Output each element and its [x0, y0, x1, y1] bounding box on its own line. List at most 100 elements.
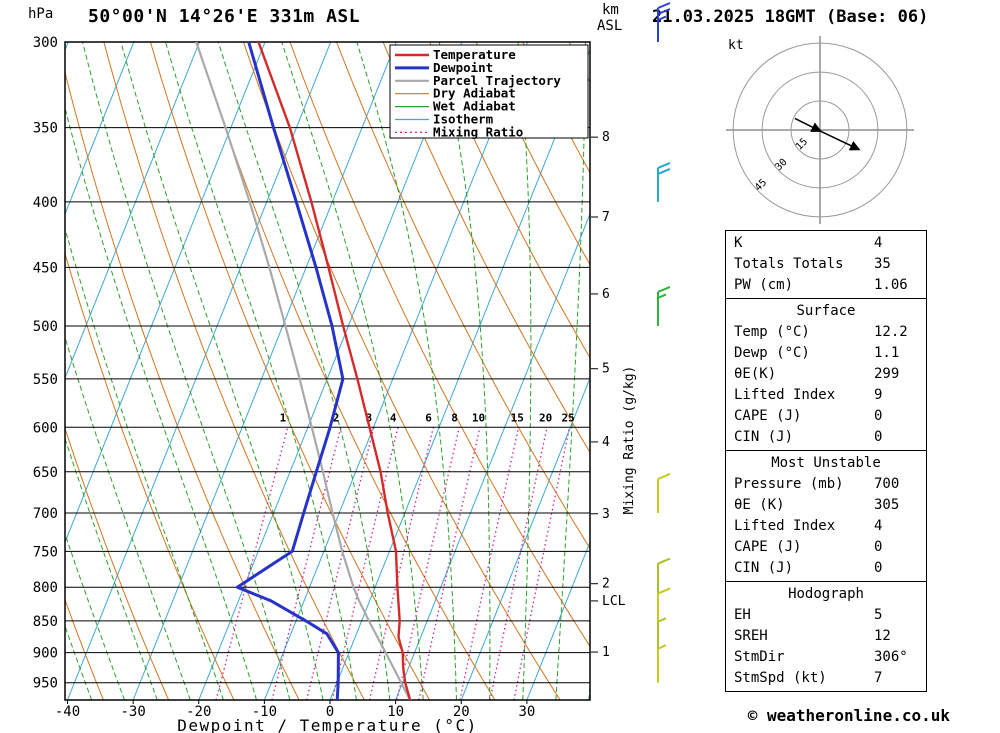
- wind-barb: [657, 286, 671, 326]
- lcl-label: LCL: [602, 594, 626, 609]
- stats-value: 1.06: [874, 277, 908, 293]
- skewt-chart: 1 2 3 4 6 8 10 15 20 2530035040045050055060065070…: [33, 2, 671, 733]
- stats-row: StmDir 306°: [726, 647, 926, 668]
- legend-label: Dry Adiabat: [433, 86, 516, 101]
- stats-value: 305: [874, 497, 900, 513]
- svg-text:1: 1: [280, 411, 287, 424]
- svg-text:0: 0: [326, 704, 334, 720]
- stats-table: K 4 Totals Totals 35 PW (cm) 1.06 Surface Temp …: [725, 230, 927, 692]
- hodograph-ring-label: 30: [773, 157, 789, 173]
- stats-value: 12: [874, 628, 891, 644]
- altitude-axis-unit-asl: ASL: [597, 18, 623, 34]
- mixing-ratio-axis-label: Mixing Ratio (g/kg): [622, 366, 637, 515]
- stats-label: StmSpd (kt): [734, 670, 827, 686]
- stats-value: 35: [874, 256, 891, 272]
- hodograph-ring-label: 45: [753, 177, 769, 193]
- legend-label: Parcel Trajectory: [433, 73, 561, 88]
- stats-section-header: Hodograph: [788, 586, 864, 602]
- stats-label: Temp (°C): [734, 324, 810, 340]
- svg-text:5: 5: [602, 362, 610, 377]
- stats-label: CIN (J): [734, 429, 794, 445]
- stats-label: CAPE (J): [734, 408, 802, 424]
- wind-barb: [657, 161, 671, 202]
- altitude-axis-unit-km: km: [602, 2, 619, 18]
- stats-section: K 4 Totals Totals 35 PW (cm) 1.06: [725, 230, 927, 299]
- wind-barb: [657, 617, 667, 656]
- plot-border: [64, 41, 591, 701]
- stats-label: CIN (J): [734, 560, 794, 576]
- stats-value: 9: [874, 387, 883, 403]
- svg-text:25: 25: [562, 411, 575, 424]
- svg-text:-10: -10: [252, 704, 277, 720]
- chart-background: [65, 42, 590, 700]
- page-title: 50°00'N 14°26'E 331m ASL: [88, 6, 361, 27]
- hodograph-ring: [732, 42, 908, 218]
- svg-text:2: 2: [333, 411, 340, 424]
- wind-barbs: [657, 2, 671, 683]
- svg-text:550: 550: [33, 372, 58, 388]
- stats-section: Most Unstable Pressure (mb) 700 θE (K) 305 Li…: [725, 450, 927, 582]
- stats-row: Lifted Index 9: [726, 385, 926, 406]
- svg-text:6: 6: [602, 287, 610, 302]
- hodograph-unit-label: kt: [728, 38, 744, 53]
- wind-barb: [657, 473, 671, 513]
- series-dewpoint: [235, 42, 345, 700]
- stats-label: CAPE (J): [734, 539, 802, 555]
- stats-row: SREH 12: [726, 626, 926, 647]
- hodograph-ring-label: 15: [794, 136, 810, 152]
- stats-value: 4: [874, 235, 883, 251]
- mixing-ratio-labels: 1 2 3 4 6 8 10 15 20 25: [280, 411, 575, 424]
- svg-text:6: 6: [425, 411, 432, 424]
- stats-label: Lifted Index: [734, 387, 836, 403]
- wet-adiabats: [65, 42, 590, 700]
- stats-label: θE(K): [734, 366, 777, 382]
- svg-text:350: 350: [33, 121, 58, 137]
- stats-section: Surface Temp (°C) 12.2 Dewp (°C) 1.1 θE(K) 299…: [725, 298, 927, 451]
- svg-text:-40: -40: [55, 704, 80, 720]
- wind-barb: [657, 644, 667, 683]
- pressure-tick-labels: 300 350 400 450 500 550 600 650 700 750 800 850 900 9…: [33, 35, 58, 692]
- x-axis-label: Dewpoint / Temperature (°C): [177, 716, 478, 733]
- stats-label: EH: [734, 607, 751, 623]
- svg-text:3: 3: [602, 507, 610, 522]
- legend-label: Temperature: [433, 47, 516, 62]
- stats-value: 700: [874, 476, 900, 492]
- wind-barb: [657, 557, 671, 598]
- svg-text:500: 500: [33, 319, 58, 335]
- wind-barb: [657, 2, 671, 42]
- stats-row: Dewp (°C) 1.1: [726, 343, 926, 364]
- stats-label: StmDir: [734, 649, 785, 665]
- dry-adiabats: [65, 42, 590, 700]
- svg-text:4: 4: [390, 411, 397, 424]
- svg-text:900: 900: [33, 646, 58, 662]
- svg-text:30: 30: [518, 704, 535, 720]
- stats-value: 7: [874, 670, 883, 686]
- stats-row: CIN (J) 0: [726, 427, 926, 448]
- stats-row: Pressure (mb) 700: [726, 474, 926, 495]
- stats-value: 1.1: [874, 345, 900, 361]
- stats-row: CAPE (J) 0: [726, 406, 926, 427]
- stats-row: PW (cm) 1.06: [726, 275, 926, 296]
- svg-text:3: 3: [366, 411, 373, 424]
- stats-value: 0: [874, 560, 883, 576]
- svg-text:4: 4: [602, 435, 610, 450]
- svg-text:850: 850: [33, 614, 58, 630]
- legend-label: Dewpoint: [433, 60, 493, 75]
- stats-value: 306°: [874, 649, 908, 665]
- hodograph-ring: [761, 71, 879, 189]
- stats-value: 0: [874, 408, 883, 424]
- sounding-curves: [195, 42, 412, 700]
- run-datetime: 21.03.2025 18GMT (Base: 06): [652, 7, 929, 27]
- stats-value: 0: [874, 539, 883, 555]
- svg-text:600: 600: [33, 420, 58, 436]
- stats-row: CIN (J) 0: [726, 558, 926, 579]
- svg-text:950: 950: [33, 676, 58, 692]
- stats-value: 5: [874, 607, 883, 623]
- stats-label: Dewp (°C): [734, 345, 810, 361]
- mixing-ratio-lines: [215, 427, 571, 700]
- pressure-axis-unit: hPa: [28, 6, 54, 22]
- copyright-link[interactable]: © weatheronline.co.uk: [747, 706, 950, 725]
- svg-text:800: 800: [33, 580, 58, 596]
